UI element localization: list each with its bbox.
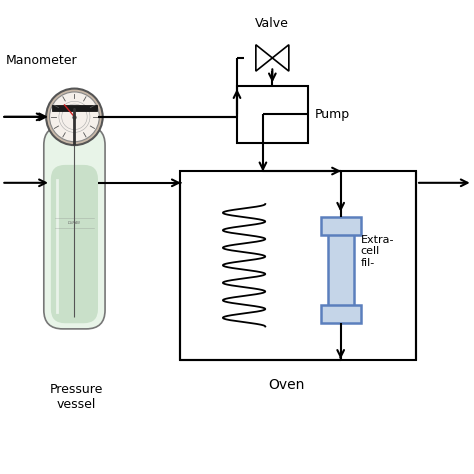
- Text: Valve: Valve: [255, 17, 289, 30]
- FancyBboxPatch shape: [51, 165, 98, 323]
- Bar: [320, 305, 361, 323]
- Circle shape: [46, 89, 103, 145]
- Text: Extra-
cell
fil-: Extra- cell fil-: [361, 235, 394, 268]
- Text: DURAN: DURAN: [68, 221, 81, 225]
- Polygon shape: [273, 45, 289, 71]
- Circle shape: [50, 92, 100, 142]
- Text: Pump: Pump: [315, 108, 350, 121]
- Bar: [52, 105, 97, 111]
- Bar: [320, 217, 361, 235]
- Bar: [237, 86, 308, 143]
- Text: Manometer: Manometer: [6, 54, 78, 67]
- FancyBboxPatch shape: [44, 126, 105, 329]
- Polygon shape: [256, 45, 273, 71]
- Bar: [328, 223, 354, 317]
- Bar: [53, 109, 96, 117]
- Bar: [55, 117, 93, 133]
- Text: Oven: Oven: [268, 378, 305, 392]
- Text: Pressure
vessel: Pressure vessel: [50, 383, 103, 411]
- Bar: [181, 171, 416, 359]
